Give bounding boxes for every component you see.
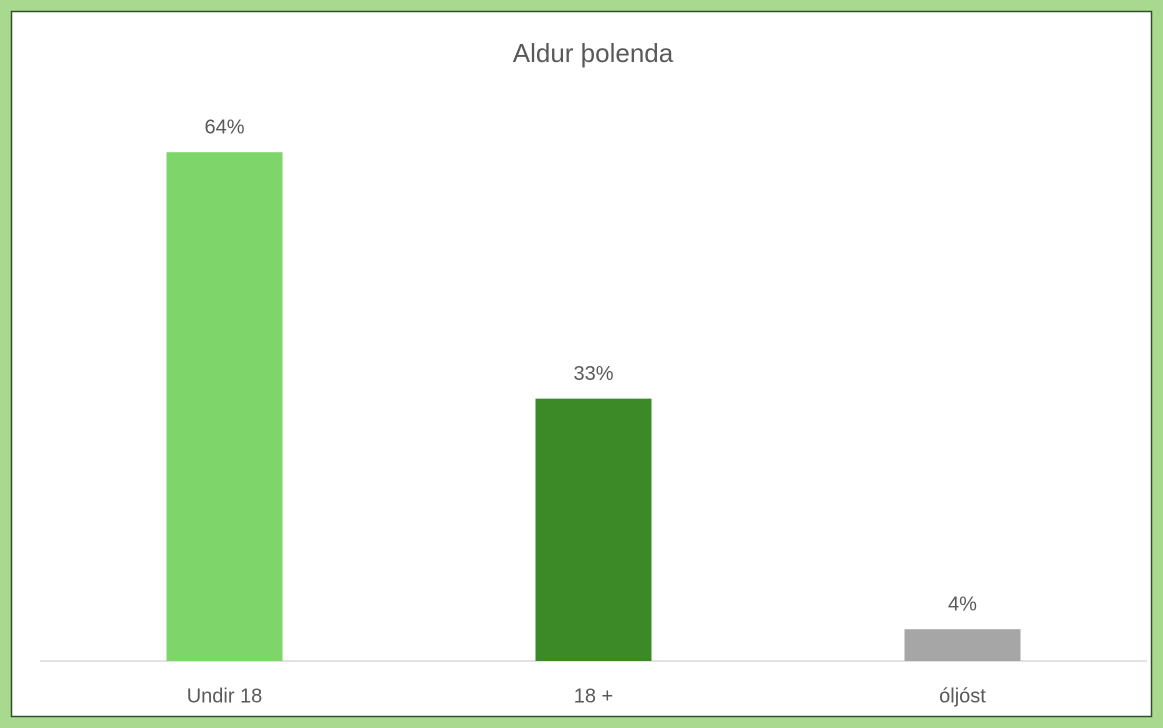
- x-tick-label: Undir 18: [187, 685, 263, 707]
- x-tick-label: 18 +: [574, 685, 613, 707]
- data-label: 33%: [573, 363, 613, 385]
- x-tick-label: óljóst: [939, 685, 986, 707]
- bar: [535, 398, 652, 661]
- data-label: 64%: [204, 116, 244, 138]
- data-label: 4%: [948, 593, 977, 615]
- chart-title: Aldur þolenda: [513, 38, 674, 68]
- bar: [904, 629, 1021, 661]
- bar: [166, 152, 283, 661]
